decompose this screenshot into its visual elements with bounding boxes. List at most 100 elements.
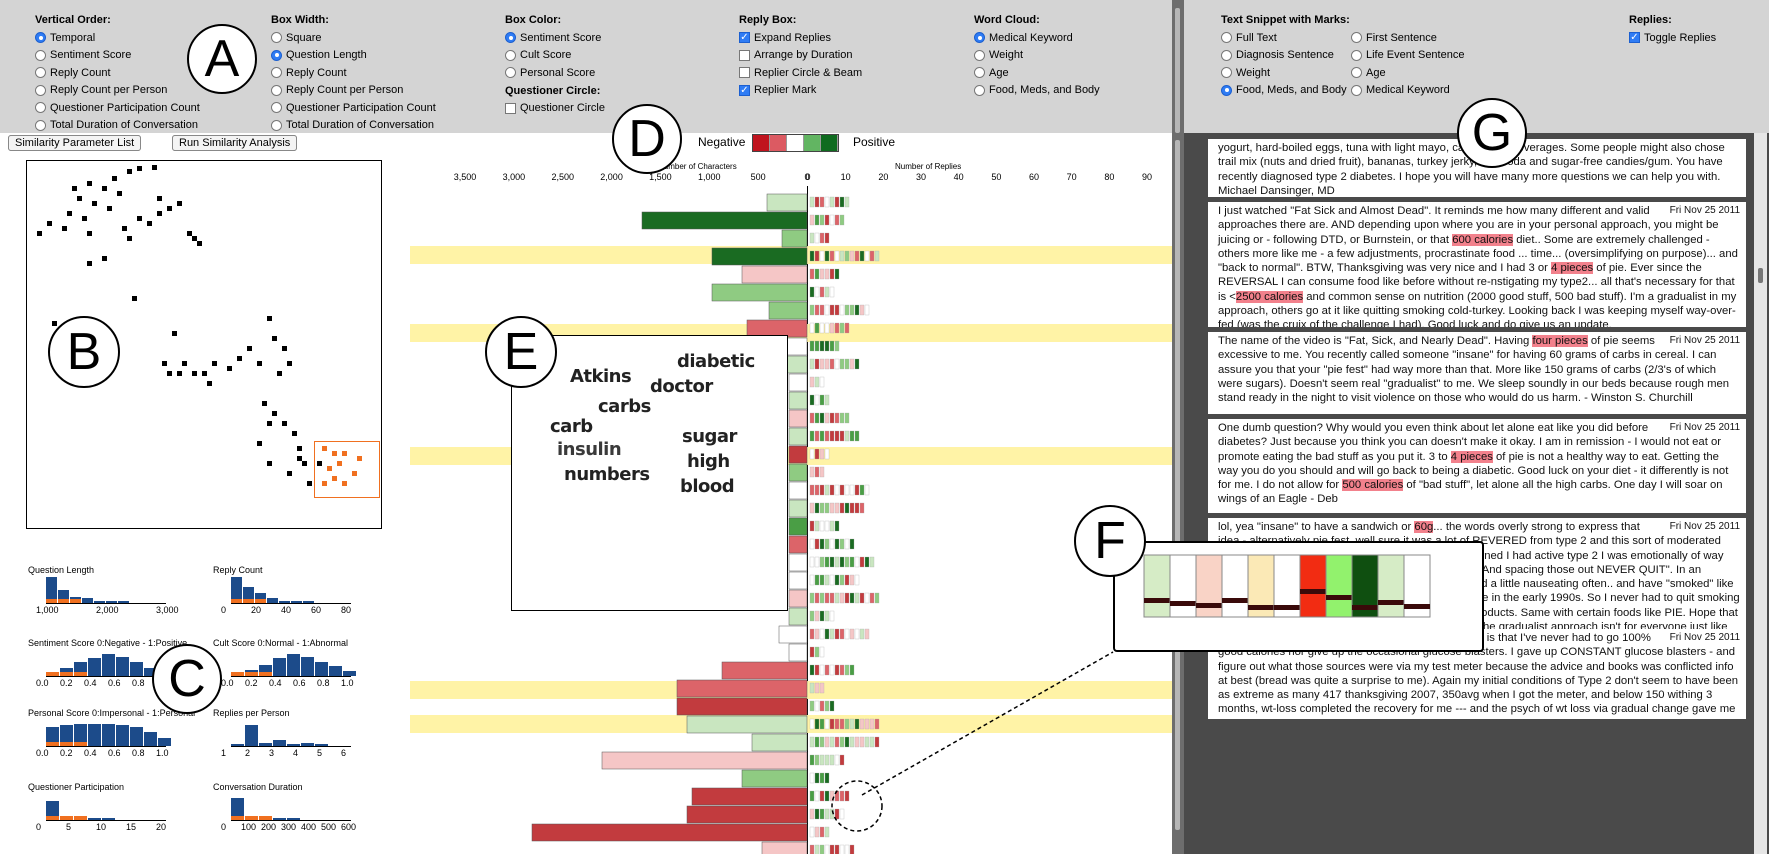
similarity-point[interactable]: [177, 201, 182, 206]
similarity-point[interactable]: [82, 216, 87, 221]
selected-point[interactable]: [322, 481, 327, 486]
right-scrollbar[interactable]: [1754, 133, 1767, 854]
radio-icon[interactable]: [1351, 84, 1362, 96]
selected-point[interactable]: [332, 451, 337, 456]
radio-icon[interactable]: [505, 49, 516, 61]
similarity-parameter-list-button-2[interactable]: Similarity Parameter List: [8, 135, 142, 151]
similarity-point[interactable]: [162, 361, 167, 366]
checkbox-icon[interactable]: ✓: [739, 32, 750, 44]
similarity-point[interactable]: [257, 441, 262, 446]
similarity-point[interactable]: [132, 296, 137, 301]
rb-option-3[interactable]: ✓ Replier Mark: [739, 82, 862, 100]
questioner-circle-checkbox[interactable]: Questioner Circle: [505, 100, 605, 118]
similarity-point[interactable]: [87, 231, 92, 236]
checkbox-icon[interactable]: [739, 67, 750, 79]
similarity-point[interactable]: [67, 211, 72, 216]
selection-rectangle[interactable]: [314, 441, 380, 498]
vo-option-2[interactable]: Reply Count: [35, 64, 200, 82]
snippet-option-col1-2[interactable]: Weight: [1221, 64, 1351, 82]
selected-point[interactable]: [342, 451, 347, 456]
similarity-point[interactable]: [157, 211, 162, 216]
checkbox-icon[interactable]: ✓: [739, 84, 750, 96]
snippet-option-col2-1[interactable]: Life Event Sentence: [1351, 47, 1464, 65]
bw-option-4[interactable]: Questioner Participation Count: [271, 99, 436, 117]
similarity-point[interactable]: [292, 431, 297, 436]
similarity-point[interactable]: [137, 216, 142, 221]
similarity-point[interactable]: [287, 361, 292, 366]
similarity-point[interactable]: [297, 456, 302, 461]
similarity-point[interactable]: [247, 346, 252, 351]
selected-point[interactable]: [357, 456, 362, 461]
selected-point[interactable]: [352, 471, 357, 476]
bw-option-2[interactable]: Reply Count: [271, 64, 436, 82]
rb-option-0[interactable]: ✓ Expand Replies: [739, 29, 862, 47]
similarity-point[interactable]: [87, 181, 92, 186]
radio-icon[interactable]: [974, 32, 985, 44]
selected-point[interactable]: [342, 481, 347, 486]
radio-icon[interactable]: [35, 49, 46, 61]
similarity-point[interactable]: [267, 421, 272, 426]
radio-icon[interactable]: [35, 102, 46, 114]
similarity-point[interactable]: [107, 206, 112, 211]
similarity-point[interactable]: [47, 221, 52, 226]
similarity-point[interactable]: [187, 231, 192, 236]
checkbox-icon[interactable]: ✓: [1629, 32, 1640, 44]
similarity-point[interactable]: [257, 361, 262, 366]
snippet-option-col2-0[interactable]: First Sentence: [1351, 29, 1464, 47]
radio-icon[interactable]: [505, 67, 516, 79]
similarity-point[interactable]: [37, 231, 42, 236]
similarity-point[interactable]: [282, 346, 287, 351]
similarity-point[interactable]: [77, 196, 82, 201]
bw-option-3[interactable]: Reply Count per Person: [271, 82, 436, 100]
wcopt-option-1[interactable]: Weight: [974, 47, 1100, 65]
similarity-point[interactable]: [112, 176, 117, 181]
similarity-point[interactable]: [102, 256, 107, 261]
run-similarity-analysis-button-2[interactable]: Run Similarity Analysis: [172, 135, 298, 151]
radio-icon[interactable]: [1221, 32, 1232, 44]
vo-option-5[interactable]: Total Duration of Conversation: [35, 117, 200, 135]
radio-icon[interactable]: [1221, 84, 1232, 96]
left-scrollbar-thumb[interactable]: [1175, 140, 1180, 830]
radio-icon[interactable]: [271, 67, 282, 79]
similarity-point[interactable]: [267, 461, 272, 466]
bc-option-1[interactable]: Cult Score: [505, 47, 605, 65]
snippet-option-col1-3[interactable]: Food, Meds, and Body: [1221, 82, 1351, 100]
selected-point[interactable]: [332, 476, 337, 481]
similarity-point[interactable]: [237, 356, 242, 361]
radio-icon[interactable]: [35, 67, 46, 79]
bc-option-0[interactable]: Sentiment Score: [505, 29, 605, 47]
similarity-point[interactable]: [197, 241, 202, 246]
similarity-point[interactable]: [167, 206, 172, 211]
bw-option-1[interactable]: Question Length: [271, 47, 436, 65]
similarity-point[interactable]: [147, 221, 152, 226]
radio-icon[interactable]: [974, 49, 985, 61]
right-scrollbar-thumb[interactable]: [1758, 268, 1763, 283]
vo-option-3[interactable]: Reply Count per Person: [35, 82, 200, 100]
toggle-replies-checkbox[interactable]: ✓ Toggle Replies: [1629, 29, 1716, 47]
similarity-point[interactable]: [167, 371, 172, 376]
similarity-point[interactable]: [92, 201, 97, 206]
radio-icon[interactable]: [35, 84, 46, 96]
rb-option-1[interactable]: Arrange by Duration: [739, 47, 862, 65]
selected-point[interactable]: [327, 466, 332, 471]
snippet-option-col1-0[interactable]: Full Text: [1221, 29, 1351, 47]
similarity-point[interactable]: [277, 371, 282, 376]
bw-option-5[interactable]: Total Duration of Conversation: [271, 117, 436, 135]
similarity-point[interactable]: [122, 226, 127, 231]
similarity-point[interactable]: [212, 361, 217, 366]
radio-icon[interactable]: [271, 49, 282, 61]
bc-option-2[interactable]: Personal Score: [505, 64, 605, 82]
similarity-point[interactable]: [117, 191, 122, 196]
snippet-option-col2-2[interactable]: Age: [1351, 64, 1464, 82]
radio-icon[interactable]: [271, 32, 282, 44]
similarity-point[interactable]: [302, 461, 307, 466]
similarity-point[interactable]: [62, 226, 67, 231]
similarity-point[interactable]: [182, 361, 187, 366]
similarity-point[interactable]: [127, 169, 132, 174]
radio-icon[interactable]: [1221, 49, 1232, 61]
radio-icon[interactable]: [505, 32, 516, 44]
radio-icon[interactable]: [271, 102, 282, 114]
bw-option-0[interactable]: Square: [271, 29, 436, 47]
similarity-point[interactable]: [307, 481, 312, 486]
similarity-point[interactable]: [177, 371, 182, 376]
